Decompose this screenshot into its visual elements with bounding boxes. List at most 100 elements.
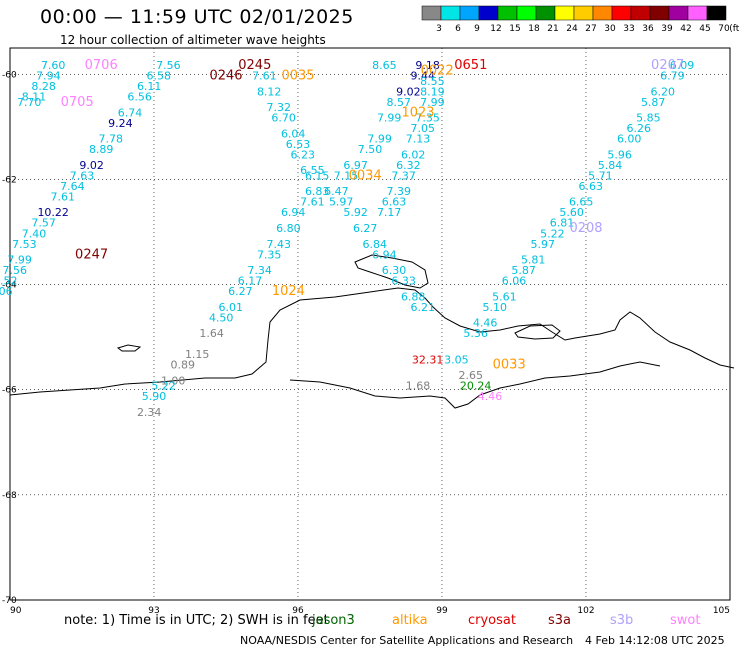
- wave-height-label: 8.89: [89, 143, 114, 156]
- grid: 90 93 96 99 102 105 -60 -62 -64 -66 -68 -70: [2, 47, 731, 616]
- wave-height-label: 8.11: [22, 91, 47, 104]
- wave-height-label: 1.15: [185, 348, 210, 361]
- legend-swatch: [535, 5, 556, 21]
- page-subtitle: 12 hour collection of altimeter wave hei…: [60, 33, 326, 47]
- wave-height-label: 7.61: [51, 190, 76, 203]
- pass-time-label: 0706: [85, 58, 118, 73]
- legend-swatch: [516, 5, 537, 21]
- x-tick-label: 93: [148, 606, 159, 616]
- legend-label: 24: [566, 24, 578, 34]
- wave-height-label: 7.61: [252, 70, 277, 83]
- legend-label: 30: [604, 24, 616, 34]
- wave-height-label: 3.05: [444, 353, 469, 366]
- wave-height-label: 20.24: [460, 380, 492, 393]
- wave-height-label: 7.60: [41, 59, 66, 72]
- wave-height-label: 1.00: [161, 374, 186, 387]
- wave-height-label: 6.17: [238, 275, 263, 288]
- wave-height-label: 5.60: [559, 206, 584, 219]
- wave-height-label: 6.27: [228, 285, 253, 298]
- wave-height-label: 6.65: [569, 196, 594, 209]
- legend-swatch: [630, 5, 651, 21]
- wave-height-label: 6.23: [291, 148, 316, 161]
- x-tick-label: 90: [10, 606, 22, 616]
- pass-time-label: 0033: [493, 358, 526, 373]
- wave-height-label: 7.78: [99, 133, 124, 146]
- legend-label: 3: [436, 24, 442, 34]
- legend-swatch: [440, 5, 461, 21]
- y-tick-label: -60: [2, 70, 17, 80]
- wave-height-label: 7.94: [36, 70, 61, 83]
- wave-height-label: 5.81: [521, 254, 546, 267]
- wave-height-label: 6.01: [219, 301, 244, 314]
- wave-height-label: 6.94: [281, 206, 306, 219]
- wave-height-label: 6.09: [670, 59, 695, 72]
- wave-height-label: 6.06: [502, 275, 527, 288]
- wave-height-label: 8.19: [420, 85, 445, 98]
- pass-time-label: 0022: [421, 63, 454, 78]
- pass-time-label: 0246: [209, 69, 242, 84]
- satellite-swot: swot: [670, 613, 701, 628]
- coastline: [9, 254, 735, 409]
- wave-height-label: 9.02: [79, 159, 104, 172]
- wave-height-label: 7.56: [3, 264, 28, 277]
- x-tick-label: 99: [436, 606, 448, 616]
- wave-height-label: 5.71: [588, 169, 613, 182]
- y-tick-label: -62: [2, 175, 17, 185]
- satellite-cryosat: cryosat: [468, 613, 516, 628]
- wave-height-label: 5.84: [598, 159, 623, 172]
- page-title: 00:00 — 11:59 UTC 02/01/2025: [40, 6, 354, 28]
- wave-height-label: 6.04: [281, 127, 306, 140]
- wave-height-label: 6.00: [617, 133, 642, 146]
- wave-height-label: 7.37: [391, 169, 416, 182]
- pass-time-label: 1023: [401, 105, 434, 120]
- legend-swatch: [497, 5, 518, 21]
- wave-height-label: 6.63: [579, 180, 604, 193]
- wave-height-label: 7.15: [334, 169, 359, 182]
- wave-height-label: 4.46: [478, 390, 503, 403]
- legend-label: 33: [623, 24, 634, 34]
- legend-swatch: [668, 5, 689, 21]
- y-tick-label: -66: [2, 386, 17, 396]
- wave-height-label: 6.33: [391, 275, 416, 288]
- legend-swatch: [706, 5, 727, 21]
- wave-height-label: 7.40: [22, 227, 47, 240]
- wave-height-label: 6.47: [324, 185, 349, 198]
- wave-height-label: 9.24: [108, 117, 133, 130]
- wave-height-label: 10.22: [37, 206, 69, 219]
- legend-label: 45: [699, 24, 710, 34]
- wave-height-label: 1.64: [199, 327, 224, 340]
- legend-label: 9: [474, 24, 480, 34]
- wave-height-label: 5.97: [531, 238, 556, 251]
- wave-height-label: 5.92: [343, 206, 368, 219]
- wave-height-label: 6.02: [401, 148, 426, 161]
- wave-height-label: 4.50: [209, 311, 234, 324]
- wave-height-label: 7.43: [267, 238, 292, 251]
- wave-height-label: 8.06: [0, 285, 13, 298]
- wave-height-label: 0.89: [171, 359, 196, 372]
- wave-height-label: 7.35: [415, 112, 440, 125]
- wave-height-label: 8.57: [387, 96, 412, 109]
- wave-height-label: 7.53: [12, 238, 37, 251]
- wave-height-label: 6.56: [127, 91, 152, 104]
- wave-height-label: 7.39: [387, 185, 412, 198]
- pass-time-label: 0651: [454, 58, 487, 73]
- wave-height-label: 5.22: [151, 380, 176, 393]
- wave-height-label: 7.99: [420, 96, 445, 109]
- wave-height-label: 6.63: [382, 196, 407, 209]
- wave-height-label: 7.56: [156, 59, 181, 72]
- wave-height-label: 6.70: [271, 112, 296, 125]
- pass-time-label: 0705: [61, 95, 94, 110]
- wave-height-label: 5.10: [483, 301, 508, 314]
- wave-height-label: 7.50: [358, 143, 383, 156]
- wave-height-label: 8.28: [31, 80, 56, 93]
- wave-height-label: 7.13: [406, 133, 431, 146]
- wave-height-label: 7.99: [367, 133, 392, 146]
- wave-height-label: 7.64: [60, 180, 85, 193]
- legend-label: 39: [661, 24, 673, 34]
- wave-height-label: 6.55: [300, 164, 325, 177]
- wave-height-label: 7.63: [70, 169, 95, 182]
- wave-height-label: 7.35: [257, 248, 282, 261]
- pass-time-label: 1024: [272, 284, 305, 299]
- satellite-altika: altika: [392, 613, 428, 628]
- legend-label: 15: [509, 24, 520, 34]
